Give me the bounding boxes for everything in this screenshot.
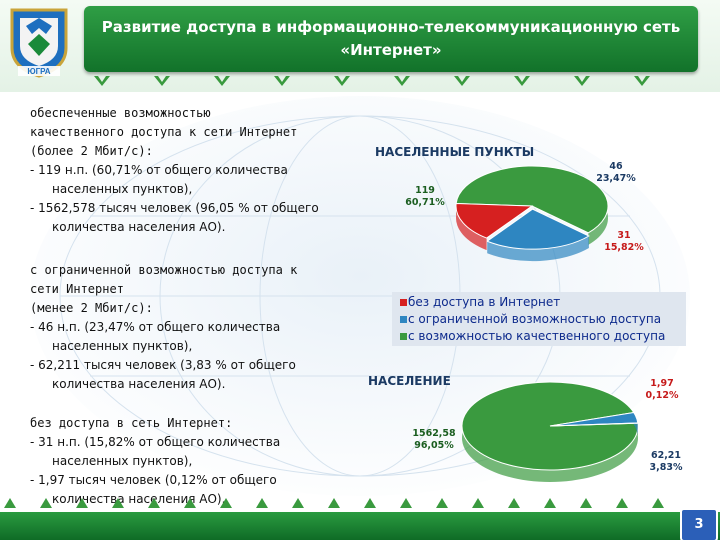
value-label: 62,21 [650,450,682,461]
value-label: 1,97 [650,378,674,389]
coat-of-arms: ЮГРА [10,8,68,78]
percent-label: 3,83% [649,462,683,473]
legend-swatch-green [400,333,407,340]
chart-title-settlements: НАСЕЛЕННЫЕ ПУНКТЫ [375,145,535,159]
data-label-red: 1,97 0,12% [636,378,688,402]
block-heading-line: сети Интернет [30,282,124,296]
block-heading-line: (менее 2 Мбит/с): [30,301,153,315]
percent-label: 96,05% [414,440,454,451]
text-block-no-access: без доступа в сеть Интернет: - 31 н.п. (… [30,414,350,509]
page-title: Развитие доступа в информационно-телеком… [84,16,698,62]
pie-slice [455,165,609,234]
data-label-green: 119 60,71% [400,185,450,209]
block-heading-line: без доступа в сеть Интернет: [30,416,233,430]
header-ornament [94,76,650,86]
chart-title-population: НАСЕЛЕНИЕ [368,374,451,388]
text-block-limited-access: с ограниченной возможностью доступа к се… [30,261,350,394]
emblem-caption: ЮГРА [27,67,50,76]
data-label-blue: 62,21 3,83% [640,450,692,474]
pie-chart-settlements [455,165,609,262]
legend-label: с возможностью качественного доступа [408,329,666,343]
legend-label: без доступа в Интернет [408,295,561,309]
title-line-1: Развитие доступа в информационно-телеком… [101,18,681,36]
pie-slice [549,422,639,427]
legend-swatch-blue [400,316,407,323]
block-heading-line: с ограниченной возможностью доступа к [30,263,298,277]
list-item: - 62,211 тысяч человек (3,83 % от общего… [30,358,296,391]
percent-label: 23,47% [596,173,636,184]
pie-chart-population [461,381,639,482]
block-heading-line: обеспеченные возможностью [30,106,211,120]
footer-ornament [4,498,664,508]
value-label: 119 [415,185,435,196]
data-label-green: 1562,58 96,05% [404,428,464,452]
value-label: 1562,58 [412,428,456,439]
chart-legend: без доступа в Интернет с ограниченной во… [392,292,686,346]
list-item: - 1,97 тысяч человек (0,12% от общего ко… [30,473,277,506]
pie-slice [455,202,534,239]
legend-item-quality-access: с возможностью качественного доступа [400,329,666,343]
value-label: 31 [617,230,631,241]
legend-label: с ограниченной возможностью доступа [408,312,662,326]
data-label-blue: 46 23,47% [590,161,642,185]
footer-bar [0,512,720,540]
legend-swatch-red [400,299,407,306]
percent-label: 60,71% [405,197,445,208]
page-number: 3 [680,508,718,542]
legend-item-limited-access: с ограниченной возможностью доступа [400,312,662,326]
list-item: - 1562,578 тысяч человек (96,05 % от общ… [30,201,319,234]
list-item: - 119 н.п. (60,71% от общего количества … [30,163,288,196]
text-block-quality-access: обеспеченные возможностью качественного … [30,104,350,237]
list-item: - 46 н.п. (23,47% от общего количества н… [30,320,281,353]
list-item: - 31 н.п. (15,82% от общего количества н… [30,435,281,468]
title-banner: Развитие доступа в информационно-телеком… [84,6,698,72]
data-label-red: 31 15,82% [598,230,650,254]
percent-label: 15,82% [604,242,644,253]
percent-label: 0,12% [645,390,679,401]
value-label: 46 [609,161,623,172]
block-heading-line: (более 2 Мбит/с): [30,144,153,158]
title-line-2: «Интернет» [340,41,442,59]
block-heading-line: качественного доступа к сети Интернет [30,125,298,139]
pie-slice [486,208,590,250]
legend-item-no-access: без доступа в Интернет [400,295,561,309]
